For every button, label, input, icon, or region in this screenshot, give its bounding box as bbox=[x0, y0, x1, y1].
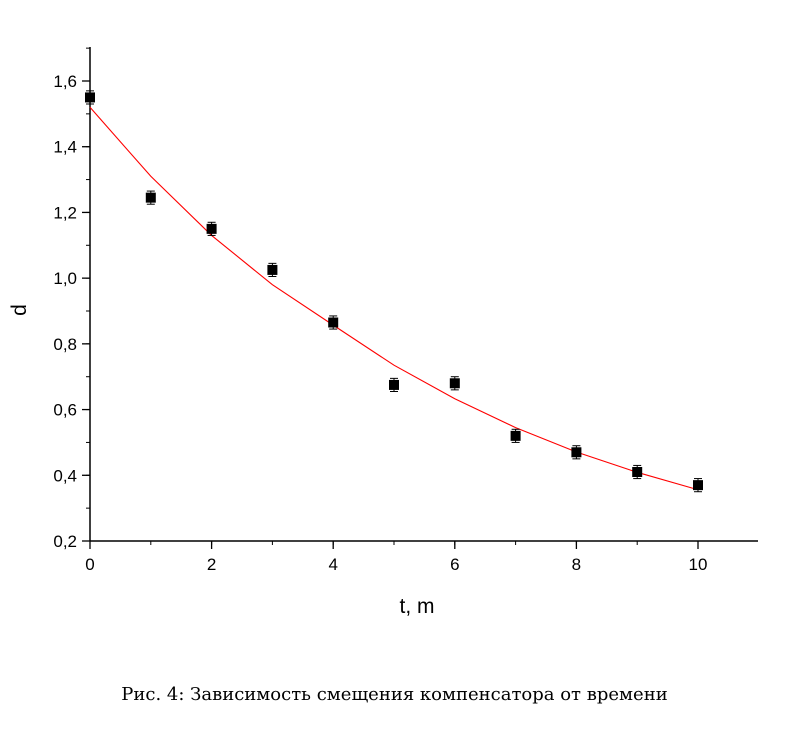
point-marker bbox=[632, 467, 643, 477]
y-tick-label: 1,0 bbox=[53, 269, 77, 288]
data-point bbox=[389, 377, 399, 392]
point-marker bbox=[267, 264, 278, 275]
minor-ticks bbox=[86, 47, 699, 545]
point-marker bbox=[510, 430, 521, 441]
y-axis-title: d bbox=[8, 304, 31, 316]
point-marker bbox=[449, 378, 460, 389]
x-tick-label: 8 bbox=[572, 555, 581, 574]
tick-labels: 0 2 4 6 8 10 0,2 0,4 0,6 0,8 1,0 1,2 1,4 1,6 bbox=[53, 72, 707, 574]
data-points bbox=[85, 90, 703, 493]
y-tick-label: 1,4 bbox=[53, 138, 77, 157]
y-tick-label: 1,2 bbox=[53, 203, 77, 222]
point-marker bbox=[206, 223, 217, 234]
data-point bbox=[510, 428, 521, 443]
data-point bbox=[693, 478, 703, 493]
x-tick-label: 0 bbox=[85, 555, 94, 574]
y-tick-label: 1,6 bbox=[53, 72, 77, 91]
point-marker bbox=[389, 379, 399, 390]
data-point bbox=[632, 464, 643, 480]
data-point bbox=[145, 190, 156, 205]
fit-curve bbox=[89, 106, 699, 491]
x-axis-title: t, m bbox=[400, 595, 435, 618]
data-point bbox=[571, 445, 582, 460]
point-marker bbox=[85, 92, 95, 103]
data-point bbox=[85, 90, 95, 105]
point-marker bbox=[693, 480, 703, 491]
data-point bbox=[328, 315, 339, 330]
data-point bbox=[267, 262, 278, 277]
y-tick-label: 0,4 bbox=[53, 466, 77, 485]
point-marker bbox=[145, 192, 156, 203]
point-marker bbox=[328, 317, 339, 328]
major-ticks bbox=[82, 80, 699, 549]
x-tick-label: 10 bbox=[689, 555, 708, 574]
chart: 0 2 4 6 8 10 0,2 0,4 0,6 0,8 1,0 1,2 1,4 1,6 t, m d bbox=[8, 47, 758, 618]
point-marker bbox=[571, 447, 582, 458]
y-tick-label: 0,6 bbox=[53, 401, 77, 420]
x-tick-label: 2 bbox=[207, 555, 216, 574]
data-point bbox=[206, 221, 217, 236]
figure-caption: Рис. 4: Зависимость смещения компенсатор… bbox=[121, 684, 668, 705]
y-tick-label: 0,2 bbox=[53, 532, 77, 551]
x-tick-label: 4 bbox=[328, 555, 337, 574]
y-tick-label: 0,8 bbox=[53, 335, 77, 354]
x-tick-label: 6 bbox=[450, 555, 459, 574]
data-point bbox=[449, 376, 460, 391]
